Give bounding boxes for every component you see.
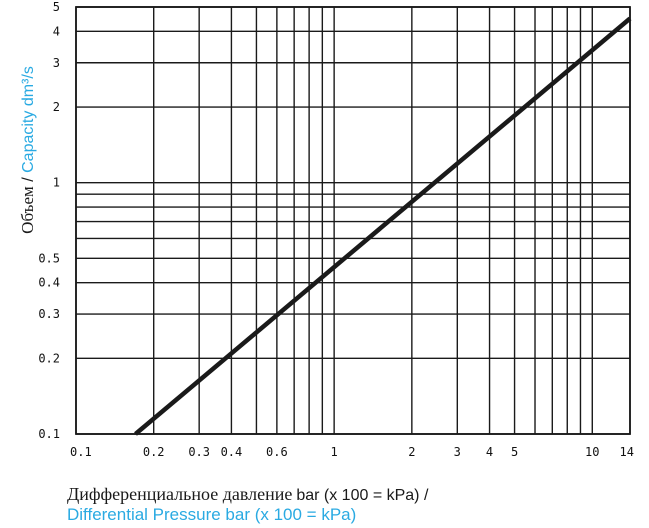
x-tick-label: 5 [511,445,518,459]
series-layer [134,16,632,436]
y-tick-label: 2 [53,100,60,114]
y-axis-label-en: Capacity dm³/s [20,66,37,173]
y-axis-label: Объем / Capacity dm³/s [18,66,37,234]
grid [75,6,631,435]
x-tick-label: 14 [620,445,634,459]
x-axis-label-ru-units: bar (x 100 = kPa) / [296,487,429,504]
y-tick-label: 0.4 [38,276,60,290]
y-tick-label: 1 [53,176,60,190]
y-tick-label: 3 [53,56,60,70]
y-tick-label: 0.5 [38,251,60,265]
x-tick-label: 10 [585,445,599,459]
y-tick-label: 5 [53,0,60,14]
x-axis-label-line-1: Дифференциальное давление bar (x 100 = k… [67,484,429,504]
x-tick-label: 0.1 [70,445,92,459]
x-tick-label: 0.4 [221,445,243,459]
x-tick-label: 4 [486,445,493,459]
plot-frame [75,6,631,435]
y-axis-label-separator: / [20,173,37,186]
y-tick-label: 0.1 [38,427,60,441]
x-tick-label: 3 [454,445,461,459]
x-axis-label-en: Differential Pressure bar (x 100 = kPa) [67,505,356,524]
x-tick-labels: 0.1 0.2 0.3 0.4 0.6 1 2 3 4 5 10 14 [70,445,634,459]
y-tick-label: 4 [53,24,60,38]
y-axis-label-ru: Объем [18,186,37,234]
x-tick-label: 1 [331,445,338,459]
y-tick-labels: 0.1 0.2 0.3 0.4 0.5 1 2 3 4 5 [38,0,60,441]
x-tick-label: 0.3 [188,445,210,459]
x-axis-label-ru: Дифференциальное давление [67,484,292,504]
x-tick-label: 0.6 [266,445,288,459]
series-line [134,16,632,436]
x-tick-label: 2 [408,445,415,459]
y-tick-label: 0.3 [38,307,60,321]
y-tick-label: 0.2 [38,351,60,365]
x-tick-label: 0.2 [143,445,165,459]
